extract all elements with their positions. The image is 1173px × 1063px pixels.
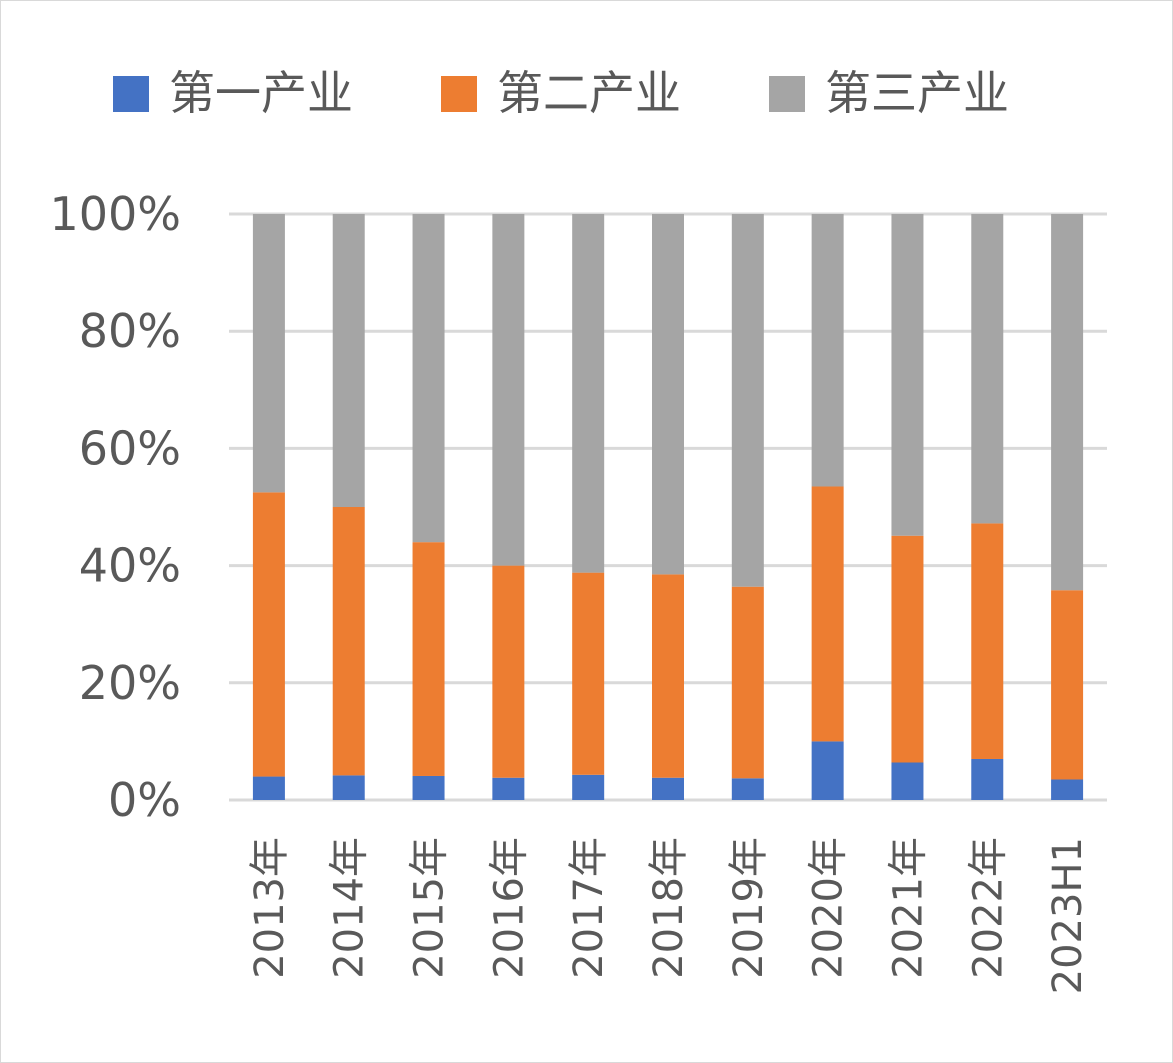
x-tick-label: 2018年 xyxy=(646,837,692,979)
bar-segment-3 xyxy=(811,214,844,487)
bar-segment-3 xyxy=(572,214,605,573)
y-tick-label: 100% xyxy=(49,187,181,241)
bar-segment-3 xyxy=(252,214,285,493)
x-tick-label: 2020年 xyxy=(806,837,852,979)
bar-segment-1 xyxy=(572,774,605,800)
legend-swatch xyxy=(113,76,149,112)
x-axis: 2013年 2014年 2015年 2016年 2017年 2018年 2019年 2020年… xyxy=(247,837,1091,994)
bar-segment-2 xyxy=(252,492,285,777)
legend-swatch xyxy=(769,76,805,112)
legend-label: 第二产业 xyxy=(497,66,681,120)
bar-segment-1 xyxy=(652,777,684,800)
legend-swatch xyxy=(441,76,477,112)
bar-segment-3 xyxy=(971,214,1004,524)
x-tick-label: 2023H1 xyxy=(1045,837,1091,994)
bar-segment-1 xyxy=(971,758,1004,800)
bar-segment-1 xyxy=(811,741,844,800)
y-tick-label: 60% xyxy=(79,421,181,475)
bar-segment-1 xyxy=(1051,779,1084,800)
bar-segment-2 xyxy=(652,574,684,778)
x-tick-label: 2015年 xyxy=(407,837,453,979)
bar-segment-3 xyxy=(412,214,445,543)
bar-segment-2 xyxy=(811,486,844,742)
bar-segment-3 xyxy=(891,214,924,536)
bar-segment-2 xyxy=(891,535,924,763)
legend-label: 第一产业 xyxy=(169,66,353,120)
bar-segment-2 xyxy=(572,572,605,775)
x-tick-label: 2022年 xyxy=(965,837,1011,979)
y-tick-label: 40% xyxy=(79,539,181,593)
y-axis: 0% 20% 40% 60% 80% 100% xyxy=(49,187,181,827)
bar-segment-1 xyxy=(412,775,445,800)
y-tick-label: 80% xyxy=(79,304,181,358)
legend-label: 第三产业 xyxy=(825,66,1009,120)
bar-segment-3 xyxy=(731,214,764,587)
bar-segment-1 xyxy=(731,778,764,800)
x-tick-label: 2021年 xyxy=(885,837,931,979)
bar-segment-3 xyxy=(332,214,365,507)
y-tick-label: 20% xyxy=(79,656,181,710)
x-tick-label: 2013年 xyxy=(247,837,293,979)
bar-segment-2 xyxy=(1051,590,1084,780)
bar-segment-3 xyxy=(492,214,525,566)
bar-segment-3 xyxy=(1051,214,1084,591)
x-tick-label: 2016年 xyxy=(486,837,532,979)
bar-segment-3 xyxy=(652,214,684,575)
x-tick-label: 2017年 xyxy=(566,837,612,979)
bar-segment-2 xyxy=(731,586,764,779)
legend: 第一产业 第二产业 第三产业 xyxy=(113,66,1009,120)
bar-segment-2 xyxy=(412,542,445,776)
x-tick-label: 2014年 xyxy=(327,837,373,979)
bar-segment-2 xyxy=(492,565,525,778)
bar-segment-2 xyxy=(971,523,1004,759)
y-tick-label: 0% xyxy=(108,773,181,827)
bar-segment-1 xyxy=(332,775,365,800)
x-tick-label: 2019年 xyxy=(726,837,772,979)
bar-segment-2 xyxy=(332,507,365,776)
bars xyxy=(252,214,1084,800)
bar-segment-1 xyxy=(891,762,924,800)
bar-segment-1 xyxy=(252,776,285,800)
bar-segment-1 xyxy=(492,777,525,800)
